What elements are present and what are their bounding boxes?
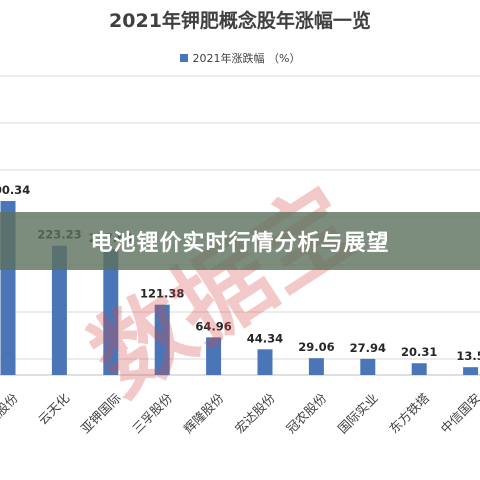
chart-title: 2021年钾肥概念股年涨幅一览 [109, 10, 371, 32]
bar [154, 304, 170, 375]
bar [308, 358, 324, 375]
x-tick-label: 辉隆股份 [181, 390, 227, 436]
bar-value-label: 44.34 [247, 331, 283, 345]
bar [463, 367, 479, 375]
bar [411, 363, 427, 375]
bar-value-label: 27.94 [350, 341, 386, 355]
legend-swatch [179, 54, 188, 62]
x-tick-label: 云天化 [35, 390, 72, 427]
bar-value-label: 13.5 [456, 349, 480, 363]
chart-legend: 2021年涨跌幅 （%） [0, 50, 480, 66]
banner-title: 电池锂价实时行情分析与展望 [90, 231, 390, 256]
x-tick-label: 冠农股份 [283, 390, 329, 436]
bar [360, 358, 376, 375]
x-tick-label: 中信国安 [438, 390, 480, 436]
bar-value-label: 121.38 [140, 287, 184, 301]
bar-value-label: 64.96 [195, 319, 231, 333]
title-banner: 电池锂价实时行情分析与展望 [0, 212, 480, 270]
x-tick-label: 亚钾国际 [78, 390, 124, 436]
x-tick-label: 国际实业 [335, 390, 381, 436]
x-tick-label: 湖股份 [0, 390, 21, 427]
bar-value-label: 29.06 [298, 340, 334, 354]
bar [206, 337, 222, 375]
x-tick-label: 三孚股份 [129, 390, 175, 436]
bar [257, 349, 273, 375]
bar-value-label: 300.34 [0, 183, 30, 197]
legend-label: 2021年涨跌幅 （%） [192, 52, 301, 65]
bar [103, 248, 119, 375]
x-tick-label: 宏达股份 [232, 390, 278, 436]
bar [51, 245, 67, 375]
bar-value-label: 20.31 [401, 345, 437, 359]
x-tick-label: 东方铁塔 [386, 390, 432, 436]
